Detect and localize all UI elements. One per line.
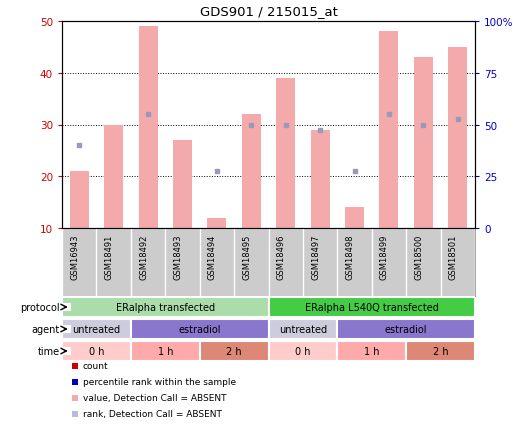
Text: estradiol: estradiol	[385, 324, 427, 334]
Bar	[345, 208, 364, 228]
Text: GSM18492: GSM18492	[139, 234, 148, 279]
Text: percentile rank within the sample: percentile rank within the sample	[83, 378, 235, 387]
Text: estradiol: estradiol	[179, 324, 221, 334]
Text: count: count	[83, 362, 108, 371]
Bar	[139, 27, 157, 228]
Bar	[448, 48, 467, 228]
Bar	[268, 341, 338, 361]
Text: GSM18494: GSM18494	[208, 234, 217, 279]
Bar	[242, 115, 261, 228]
Bar	[62, 319, 131, 339]
Text: ERalpha L540Q transfected: ERalpha L540Q transfected	[305, 302, 439, 312]
Bar	[131, 319, 268, 339]
Text: GSM18495: GSM18495	[242, 234, 251, 279]
Text: time: time	[37, 346, 60, 356]
Bar	[173, 141, 192, 228]
Bar	[338, 341, 406, 361]
Bar	[62, 341, 131, 361]
Text: 1 h: 1 h	[364, 346, 380, 356]
Text: GSM16943: GSM16943	[70, 234, 79, 279]
Text: untreated: untreated	[279, 324, 327, 334]
Bar	[131, 341, 200, 361]
Text: GDS901 / 215015_at: GDS901 / 215015_at	[200, 6, 338, 19]
Text: 0 h: 0 h	[89, 346, 104, 356]
Text: 1 h: 1 h	[157, 346, 173, 356]
Bar	[200, 341, 268, 361]
Text: ERalpha transfected: ERalpha transfected	[116, 302, 215, 312]
Text: GSM18500: GSM18500	[415, 234, 423, 279]
Bar	[338, 319, 475, 339]
Bar	[414, 58, 433, 228]
Bar	[268, 297, 475, 317]
Text: GSM18499: GSM18499	[380, 234, 389, 279]
Bar	[380, 32, 399, 228]
Text: agent: agent	[31, 324, 60, 334]
Text: GSM18491: GSM18491	[105, 234, 113, 279]
Bar	[62, 297, 268, 317]
Text: GSM18497: GSM18497	[311, 234, 320, 279]
Text: GSM18501: GSM18501	[449, 234, 458, 279]
Bar	[70, 172, 89, 228]
Bar	[406, 341, 475, 361]
Bar	[104, 125, 123, 228]
Text: protocol: protocol	[20, 302, 60, 312]
Bar	[268, 319, 338, 339]
Text: rank, Detection Call = ABSENT: rank, Detection Call = ABSENT	[83, 410, 222, 418]
Text: GSM18496: GSM18496	[277, 234, 286, 279]
Text: untreated: untreated	[72, 324, 121, 334]
Text: GSM18498: GSM18498	[346, 234, 354, 279]
Text: 2 h: 2 h	[433, 346, 448, 356]
Text: 2 h: 2 h	[226, 346, 242, 356]
Bar	[207, 218, 226, 228]
Bar	[311, 130, 329, 228]
Text: GSM18493: GSM18493	[173, 234, 183, 279]
Text: 0 h: 0 h	[295, 346, 311, 356]
Text: value, Detection Call = ABSENT: value, Detection Call = ABSENT	[83, 394, 226, 403]
Bar	[276, 79, 295, 228]
